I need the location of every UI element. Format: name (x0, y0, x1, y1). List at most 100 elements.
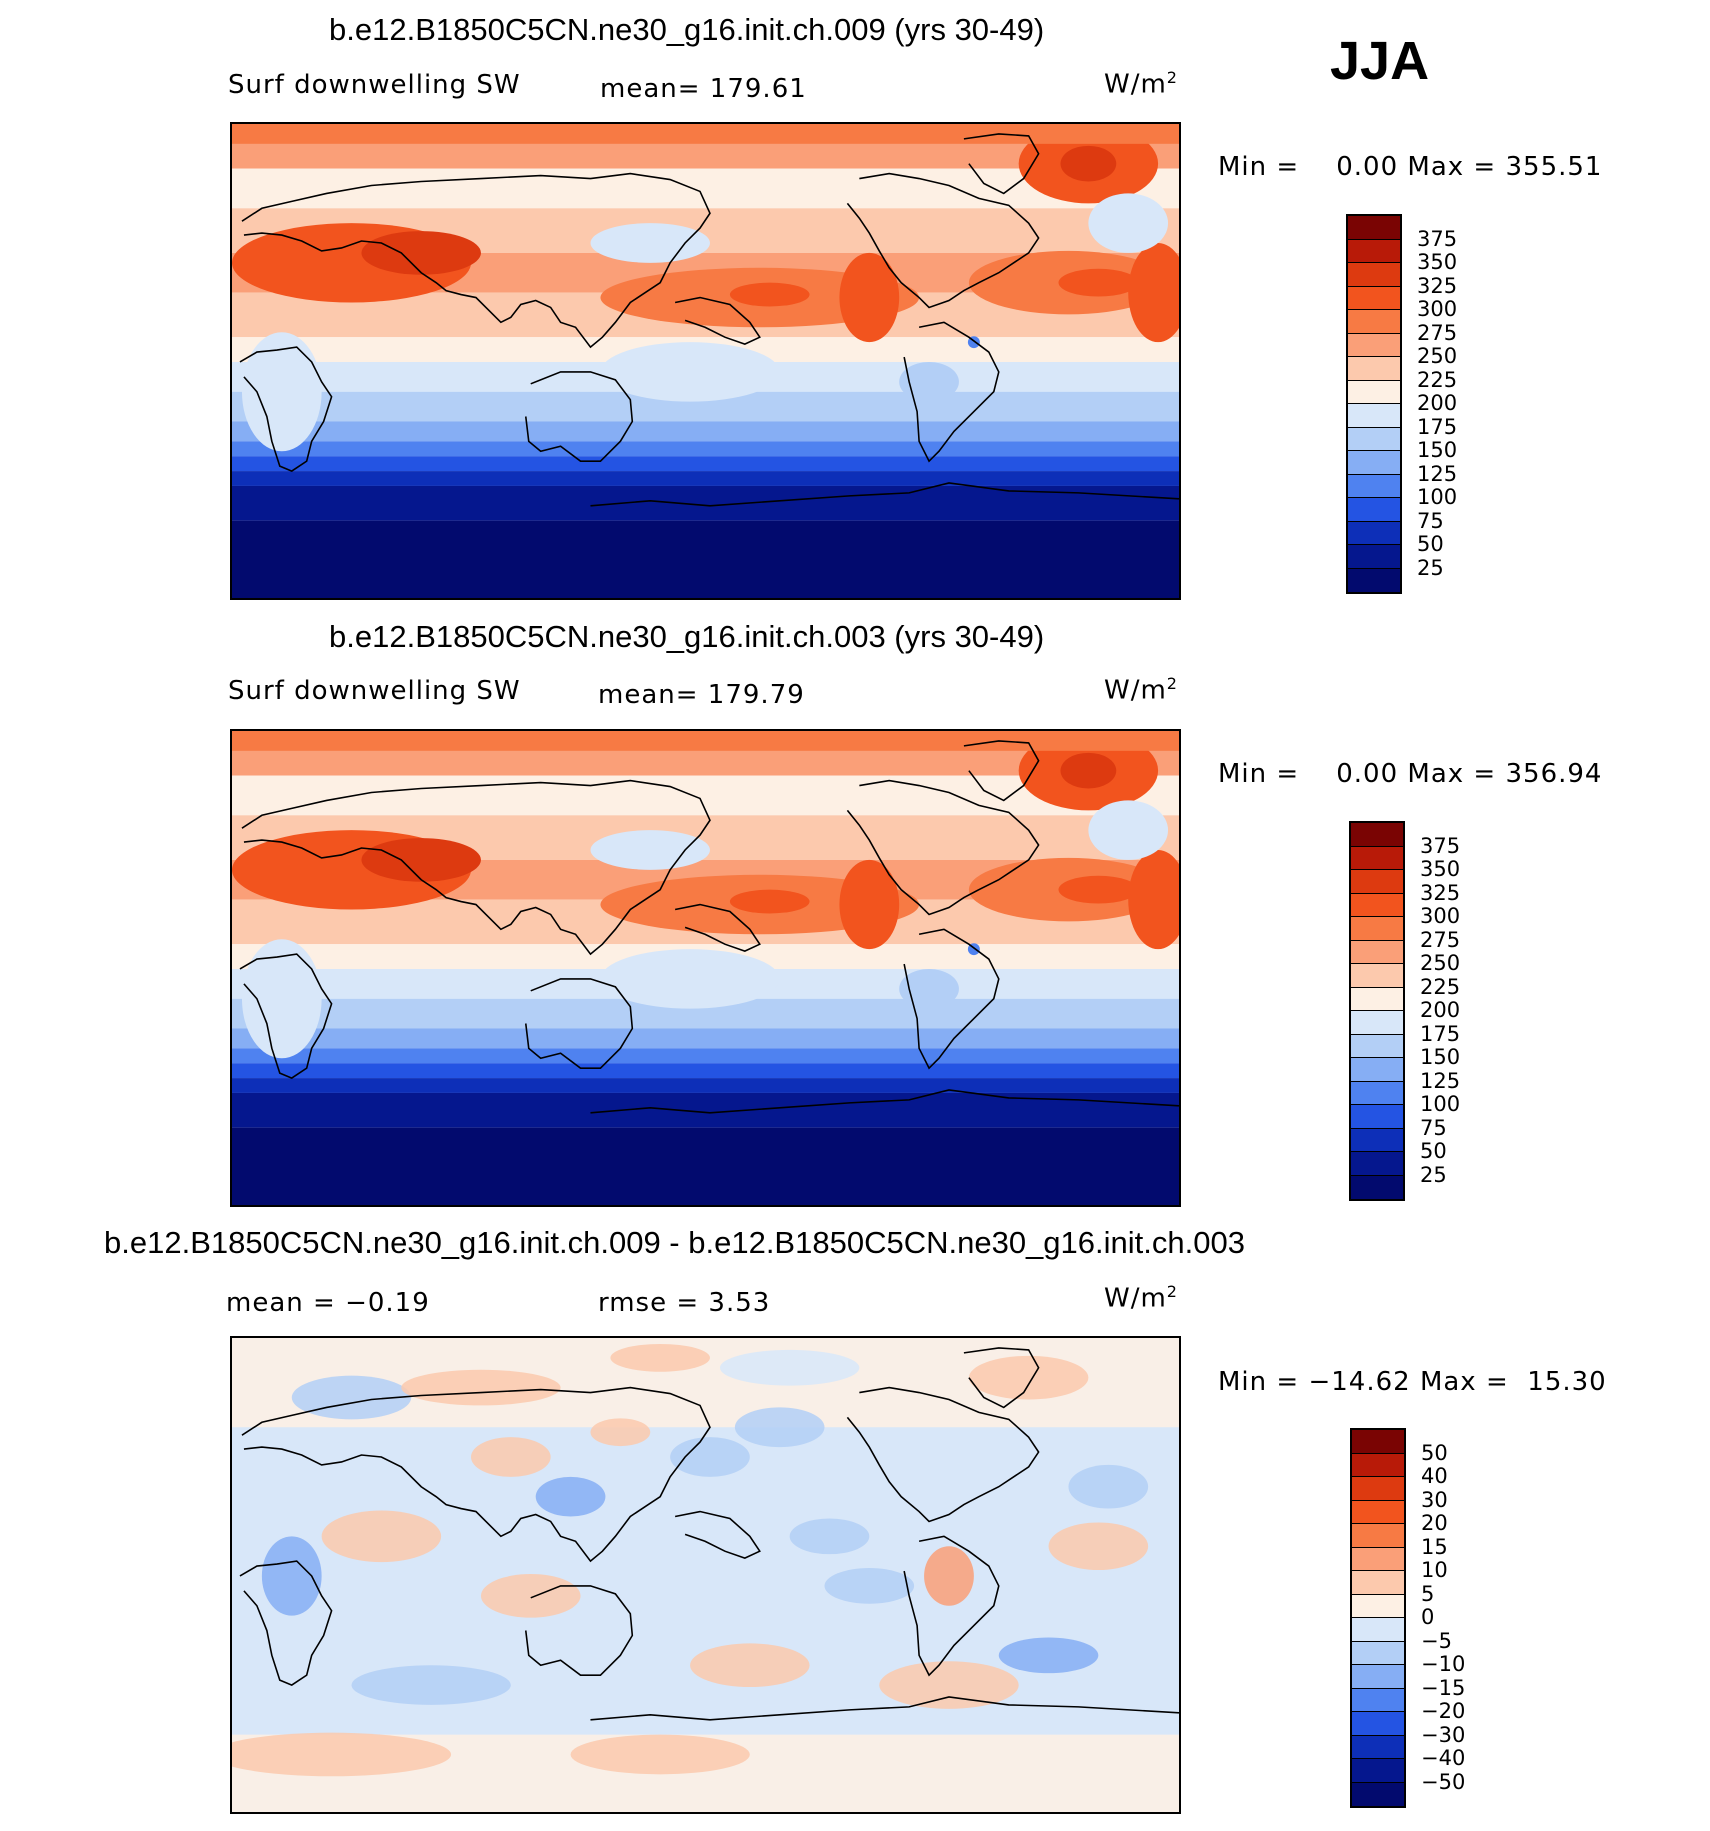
colorbar-segment (1348, 474, 1400, 498)
panel-3-map (230, 1336, 1181, 1814)
colorbar-tick-label: 75 (1420, 1115, 1447, 1140)
colorbar-segment (1352, 1641, 1404, 1665)
colorbar-tick-label: 50 (1420, 1139, 1447, 1163)
colorbar-tick-label: 375 (1417, 226, 1458, 251)
colorbar-segment (1348, 286, 1400, 310)
colorbar-tick-label: 225 (1417, 367, 1458, 392)
colorbar-tick-label: 25 (1420, 1162, 1447, 1187)
panel-3-map-svg (232, 1338, 1179, 1812)
colorbar-segment (1351, 870, 1403, 894)
colorbar-segment (1348, 333, 1400, 357)
colorbar-segment (1351, 846, 1403, 870)
colorbar-segment (1352, 1477, 1404, 1501)
colorbar-segment (1348, 263, 1400, 287)
colorbar-tick-label: −15 (1421, 1675, 1466, 1700)
colorbar-segment (1352, 1594, 1404, 1618)
colorbar-tick-label: 150 (1417, 438, 1458, 462)
colorbar-tick-label: 0 (1421, 1605, 1435, 1629)
panel-1-mean: mean= 179.61 (600, 74, 807, 104)
colorbar-segment (1352, 1453, 1404, 1477)
colorbar-segment (1348, 310, 1400, 334)
colorbar-tick-label: 125 (1420, 1068, 1461, 1093)
panel-1-minmax: Min = 0.00 Max = 355.51 (1218, 152, 1603, 182)
colorbar-tick-label: −40 (1421, 1746, 1466, 1770)
panel-2-title: b.e12.B1850C5CN.ne30_g16.init.ch.003 (yr… (329, 619, 1045, 654)
colorbar-segment (1351, 1081, 1403, 1105)
colorbar-segment (1352, 1782, 1404, 1806)
colorbar-segment (1351, 1128, 1403, 1152)
colorbar-segment (1352, 1571, 1404, 1595)
panel-1-map (230, 122, 1181, 600)
colorbar-tick-label: 250 (1417, 344, 1458, 368)
panel-2-variable: Surf downwelling SW (228, 676, 521, 706)
colorbar-tick-label: 100 (1417, 485, 1458, 509)
season-label: JJA (1330, 31, 1430, 91)
colorbar-segment (1352, 1759, 1404, 1783)
colorbar-tick-label: −30 (1421, 1722, 1466, 1747)
colorbar-segment (1348, 545, 1400, 569)
panel-1-units: W/m2 (1104, 68, 1178, 100)
colorbar-segment (1348, 451, 1400, 475)
panel-3-colorbar (1350, 1428, 1406, 1808)
colorbar-segment (1348, 357, 1400, 381)
panel-2-mean: mean= 179.79 (598, 680, 805, 710)
colorbar-tick-label: 350 (1417, 250, 1458, 274)
colorbar-tick-label: 375 (1420, 833, 1461, 858)
colorbar-tick-label: 275 (1417, 320, 1458, 345)
colorbar-segment (1351, 823, 1403, 847)
panel-2-units: W/m2 (1104, 674, 1178, 706)
colorbar-tick-label: −5 (1421, 1628, 1452, 1653)
colorbar-tick-label: 30 (1421, 1487, 1448, 1512)
colorbar-tick-label: 25 (1417, 555, 1444, 580)
colorbar-tick-label: 225 (1420, 974, 1461, 999)
panel-2-map-svg (232, 731, 1179, 1205)
colorbar-tick-label: 15 (1421, 1534, 1448, 1559)
colorbar-segment (1352, 1712, 1404, 1736)
panel-1-colorbar (1346, 214, 1402, 594)
panel-1-map-svg (232, 124, 1179, 598)
panel-3-rmse: rmse = 3.53 (598, 1288, 771, 1318)
colorbar-segment (1351, 964, 1403, 988)
panel-3-title: b.e12.B1850C5CN.ne30_g16.init.ch.009 - b… (104, 1225, 1245, 1260)
colorbar-tick-label: 150 (1420, 1045, 1461, 1069)
colorbar-segment (1348, 568, 1400, 592)
colorbar-tick-label: 300 (1420, 904, 1461, 928)
colorbar-tick-label: 325 (1417, 273, 1458, 298)
colorbar-tick-label: −50 (1421, 1769, 1466, 1794)
colorbar-segment (1352, 1524, 1404, 1548)
colorbar-tick-label: −20 (1421, 1699, 1466, 1723)
colorbar-tick-label: −10 (1421, 1652, 1466, 1676)
colorbar-tick-label: 350 (1420, 857, 1461, 881)
colorbar-segment (1352, 1735, 1404, 1759)
colorbar-segment (1351, 1175, 1403, 1199)
colorbar-segment (1352, 1618, 1404, 1642)
colorbar-tick-label: 75 (1417, 508, 1444, 533)
colorbar-tick-label: 175 (1417, 414, 1458, 439)
colorbar-tick-label: 275 (1420, 927, 1461, 952)
colorbar-tick-label: 200 (1420, 998, 1461, 1022)
colorbar-tick-label: 5 (1421, 1581, 1435, 1606)
colorbar-segment (1352, 1500, 1404, 1524)
colorbar-tick-label: 40 (1421, 1464, 1448, 1488)
colorbar-tick-label: 175 (1420, 1021, 1461, 1046)
colorbar-segment (1348, 521, 1400, 545)
colorbar-tick-label: 200 (1417, 391, 1458, 415)
colorbar-tick-label: 125 (1417, 461, 1458, 486)
colorbar-segment (1351, 893, 1403, 917)
panel-2-minmax: Min = 0.00 Max = 356.94 (1218, 759, 1603, 789)
colorbar-segment (1351, 1105, 1403, 1129)
colorbar-segment (1351, 1152, 1403, 1176)
panel-1-variable: Surf downwelling SW (228, 70, 521, 100)
colorbar-segment (1351, 1058, 1403, 1082)
colorbar-segment (1352, 1665, 1404, 1689)
colorbar-segment (1351, 940, 1403, 964)
colorbar-tick-label: 300 (1417, 297, 1458, 321)
colorbar-segment (1351, 917, 1403, 941)
colorbar-segment (1351, 1034, 1403, 1058)
colorbar-tick-label: 250 (1420, 951, 1461, 975)
colorbar-segment (1351, 1011, 1403, 1035)
panel-2-colorbar (1349, 821, 1405, 1201)
colorbar-tick-label: 20 (1421, 1511, 1448, 1535)
colorbar-segment (1348, 498, 1400, 522)
colorbar-segment (1352, 1688, 1404, 1712)
